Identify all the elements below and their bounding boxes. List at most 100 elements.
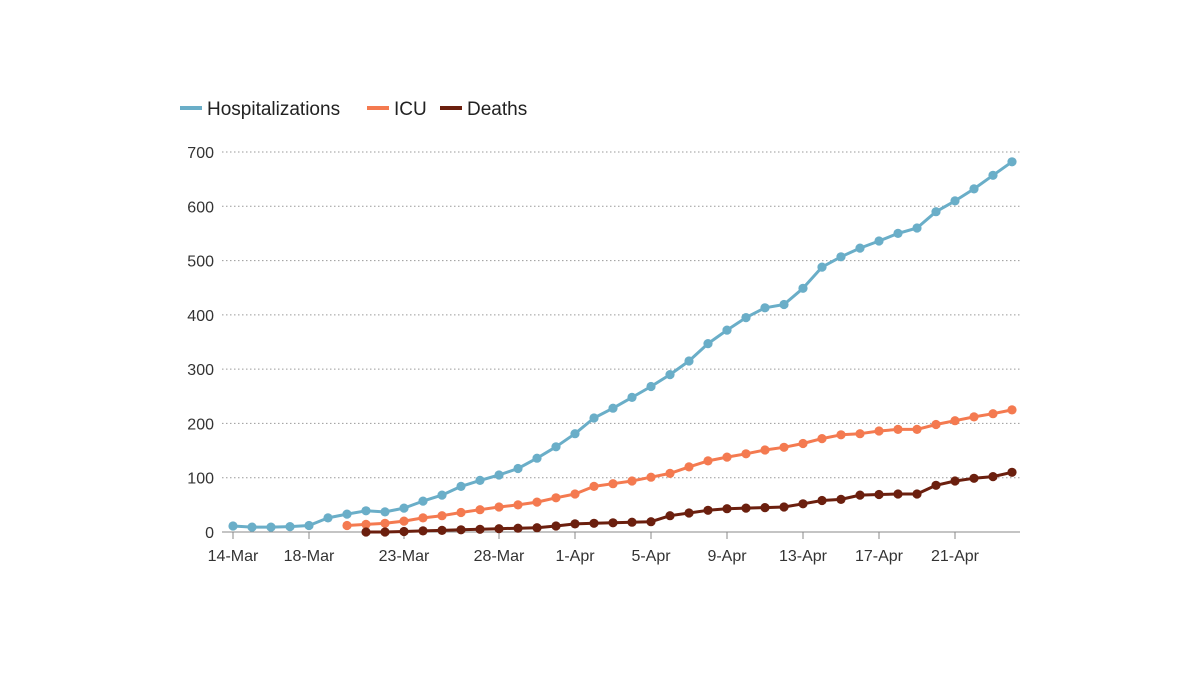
data-point bbox=[969, 184, 979, 194]
data-point bbox=[855, 243, 865, 253]
data-point bbox=[798, 438, 808, 449]
data-point bbox=[817, 434, 827, 444]
data-point bbox=[874, 236, 884, 246]
data-point bbox=[494, 470, 504, 480]
data-point bbox=[646, 381, 656, 392]
data-point bbox=[684, 356, 694, 366]
data-point bbox=[399, 526, 409, 537]
data-point bbox=[380, 507, 390, 517]
y-tick-label: 300 bbox=[187, 362, 214, 379]
data-point bbox=[532, 497, 542, 507]
x-tick-label: 17-Apr bbox=[855, 548, 904, 565]
data-point bbox=[646, 472, 656, 482]
data-point bbox=[399, 516, 409, 526]
data-point bbox=[1007, 157, 1017, 167]
data-point bbox=[551, 521, 561, 531]
data-point bbox=[760, 503, 770, 513]
data-point bbox=[931, 207, 941, 217]
x-tick-label: 28-Mar bbox=[474, 548, 525, 565]
data-point bbox=[646, 517, 656, 527]
data-point bbox=[570, 519, 580, 529]
y-tick-label: 700 bbox=[187, 145, 214, 162]
legend-label: Hospitalizations bbox=[207, 99, 340, 120]
data-point bbox=[665, 370, 675, 380]
data-point bbox=[475, 475, 485, 485]
data-point bbox=[893, 228, 903, 238]
data-point bbox=[608, 518, 618, 528]
series-line bbox=[364, 470, 1014, 534]
data-point bbox=[494, 502, 504, 512]
data-point bbox=[342, 520, 352, 531]
data-point bbox=[969, 412, 979, 422]
x-tick-label: 23-Mar bbox=[379, 548, 430, 565]
data-point bbox=[950, 416, 960, 426]
data-point bbox=[874, 426, 884, 436]
data-point bbox=[589, 518, 599, 528]
data-point bbox=[228, 521, 238, 531]
data-point bbox=[570, 489, 580, 499]
legend-label: ICU bbox=[394, 99, 427, 120]
data-point bbox=[988, 409, 998, 419]
legend-label: Deaths bbox=[467, 99, 527, 120]
data-point bbox=[931, 480, 941, 490]
data-point bbox=[627, 517, 637, 527]
y-gridlines: 0 100 200 300 400 500 600 700 bbox=[187, 145, 1020, 542]
data-point bbox=[513, 523, 523, 533]
data-point bbox=[380, 518, 390, 528]
data-point bbox=[361, 519, 371, 530]
data-point bbox=[513, 500, 523, 510]
data-point bbox=[1007, 467, 1017, 477]
data-point bbox=[513, 463, 523, 474]
data-point bbox=[589, 413, 599, 423]
data-point bbox=[532, 523, 542, 533]
data-point bbox=[361, 506, 371, 516]
data-point bbox=[475, 524, 485, 534]
data-point bbox=[912, 223, 922, 233]
y-tick-label: 500 bbox=[187, 254, 214, 271]
data-point bbox=[285, 522, 295, 532]
data-point bbox=[817, 262, 827, 272]
data-point bbox=[418, 496, 428, 506]
x-tick-label: 13-Apr bbox=[779, 548, 828, 565]
data-point bbox=[627, 476, 637, 486]
data-point bbox=[399, 503, 409, 513]
data-point bbox=[266, 522, 276, 532]
data-point bbox=[684, 508, 694, 518]
x-tick-label: 1-Apr bbox=[555, 548, 595, 565]
series-line bbox=[345, 408, 1014, 527]
data-point bbox=[665, 511, 675, 521]
data-point bbox=[912, 489, 922, 499]
data-point bbox=[456, 481, 466, 491]
data-point bbox=[608, 403, 618, 413]
data-point bbox=[703, 505, 713, 515]
data-point bbox=[722, 325, 732, 335]
data-point bbox=[988, 170, 998, 180]
y-tick-label: 600 bbox=[187, 199, 214, 216]
data-point bbox=[1007, 405, 1017, 415]
data-point bbox=[361, 527, 371, 537]
y-tick-label: 100 bbox=[187, 471, 214, 488]
data-point bbox=[570, 429, 580, 439]
data-point bbox=[437, 490, 447, 500]
y-tick-label: 200 bbox=[187, 416, 214, 433]
data-point bbox=[437, 525, 447, 536]
data-point bbox=[456, 525, 466, 535]
data-point bbox=[760, 303, 770, 313]
data-point bbox=[589, 481, 599, 491]
data-point bbox=[456, 507, 466, 518]
data-point bbox=[855, 490, 865, 500]
data-point bbox=[608, 479, 618, 489]
chart-legend: Hospitalizations ICU Deaths bbox=[180, 99, 527, 120]
data-point bbox=[323, 513, 333, 523]
data-point bbox=[684, 462, 694, 472]
data-point bbox=[703, 456, 713, 466]
x-tick-label: 18-Mar bbox=[284, 548, 335, 565]
data-point bbox=[532, 453, 542, 463]
data-point bbox=[380, 527, 390, 537]
data-point bbox=[779, 502, 789, 512]
data-point bbox=[475, 505, 485, 515]
data-point bbox=[912, 424, 922, 434]
data-point bbox=[741, 313, 751, 323]
x-tick-label: 14-Mar bbox=[208, 548, 259, 565]
